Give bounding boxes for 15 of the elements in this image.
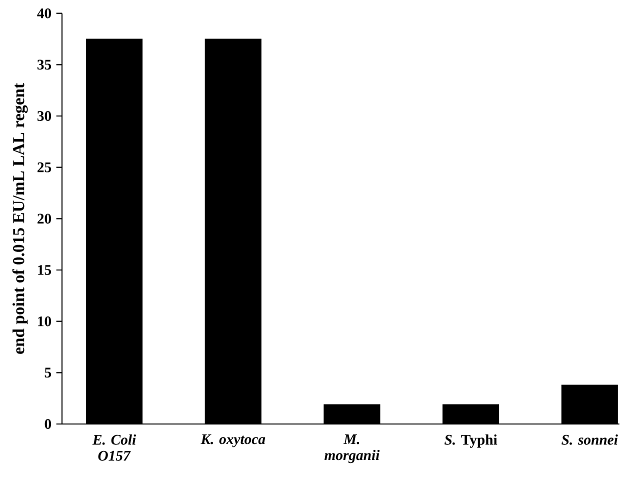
- y-tick-label: 5: [44, 368, 52, 378]
- y-axis-title: end point of 0.015 EU/mL LAL regent: [12, 83, 28, 354]
- y-tick-label: 20: [38, 214, 52, 224]
- y-tick-label: 25: [38, 162, 52, 172]
- x-tick-label: S. sonnei: [562, 434, 618, 445]
- y-tick-label: 40: [37, 8, 52, 18]
- x-tick-label: M. morganii: [324, 434, 380, 464]
- y-tick-label: 10: [38, 316, 52, 326]
- x-tick-label: S. Typhi: [444, 434, 498, 448]
- y-tick-label: 15: [38, 265, 52, 275]
- y-tick-label: 35: [37, 60, 52, 70]
- y-tick-label: 30: [37, 111, 52, 121]
- x-tick-label: E. Coli O157: [92, 434, 136, 461]
- x-tick-label: K. oxytoca: [200, 434, 266, 448]
- y-tick-label: 0: [44, 419, 52, 429]
